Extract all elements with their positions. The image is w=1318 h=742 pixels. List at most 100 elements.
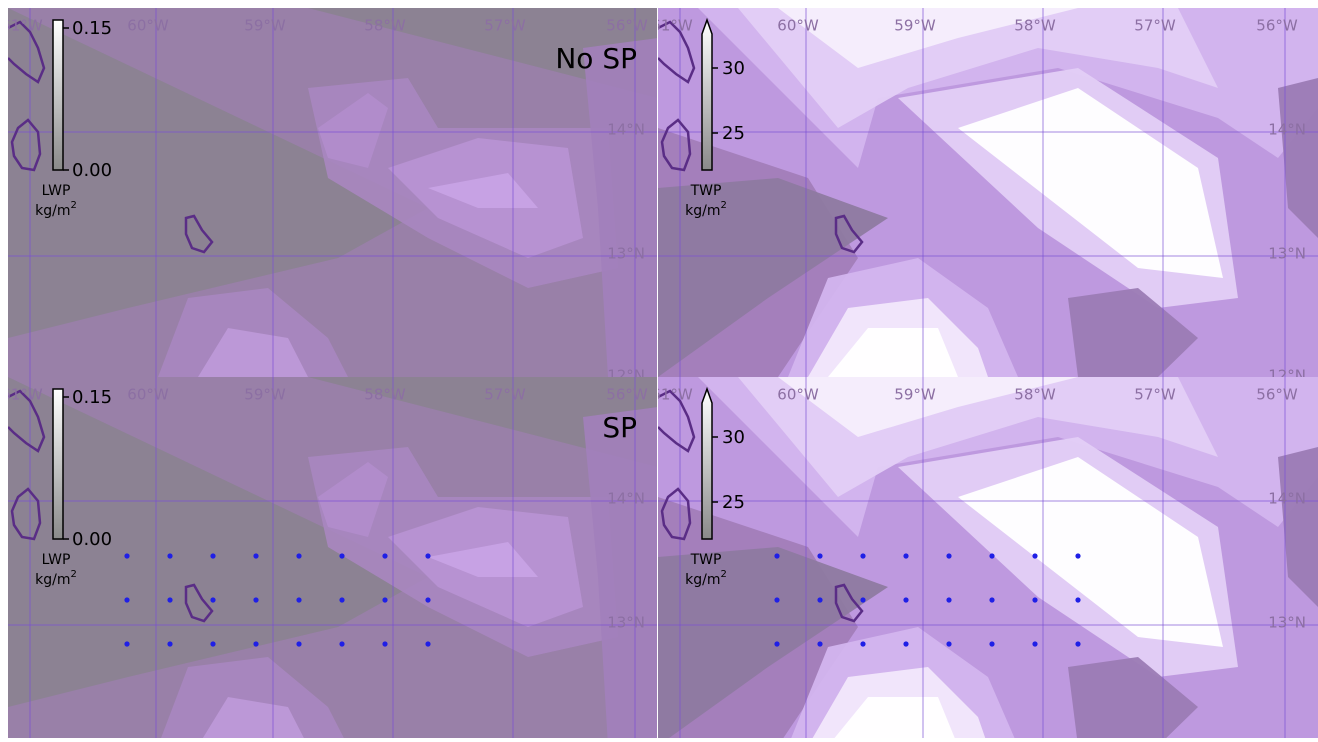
sample-point bbox=[167, 641, 173, 647]
lon-label: 59°W bbox=[894, 17, 936, 35]
sample-point bbox=[210, 553, 216, 559]
sample-point bbox=[989, 597, 995, 603]
sample-point bbox=[903, 597, 909, 603]
lon-label: 57°W bbox=[484, 17, 526, 35]
lon-label: 58°W bbox=[364, 17, 406, 35]
lat-label: 13°N bbox=[1268, 245, 1306, 263]
sample-point bbox=[339, 553, 345, 559]
contour bbox=[198, 328, 308, 377]
lon-label: 60°W bbox=[127, 17, 169, 35]
island bbox=[834, 214, 864, 254]
lat-label: 13°N bbox=[607, 614, 645, 632]
lat-label: 12°N bbox=[607, 367, 645, 385]
sample-point bbox=[210, 597, 216, 603]
sample-point bbox=[860, 641, 866, 647]
sample-point bbox=[817, 553, 823, 559]
panel-label: No SP bbox=[555, 42, 637, 75]
sample-point bbox=[774, 641, 780, 647]
sample-point bbox=[817, 641, 823, 647]
contour bbox=[658, 178, 888, 377]
sample-point bbox=[124, 553, 130, 559]
sample-point bbox=[339, 641, 345, 647]
sample-point bbox=[1075, 553, 1081, 559]
lon-label: 59°W bbox=[244, 386, 286, 404]
contour bbox=[778, 377, 1078, 437]
lon-label: 58°W bbox=[1014, 17, 1056, 35]
sample-point bbox=[860, 553, 866, 559]
island bbox=[10, 118, 42, 172]
contour bbox=[202, 697, 304, 738]
colorbar bbox=[52, 19, 64, 171]
island bbox=[658, 20, 696, 84]
colorbar-label: TWP bbox=[690, 183, 722, 199]
sample-point bbox=[253, 553, 259, 559]
unit-power: 2 bbox=[70, 200, 76, 211]
lon-label: 57°W bbox=[484, 386, 526, 404]
contour bbox=[958, 88, 1223, 278]
contour bbox=[1068, 288, 1198, 377]
contour bbox=[318, 93, 388, 168]
sample-point bbox=[296, 553, 302, 559]
sample-point bbox=[425, 641, 431, 647]
colorbar bbox=[701, 17, 713, 171]
colorbar-unit: kg/m2 bbox=[35, 569, 77, 588]
contour bbox=[1278, 78, 1318, 238]
sample-point bbox=[1032, 553, 1038, 559]
lat-label: 14°N bbox=[607, 121, 645, 139]
lon-label: 57°W bbox=[1134, 386, 1176, 404]
sample-point bbox=[124, 597, 130, 603]
sample-point bbox=[1075, 597, 1081, 603]
colorbar-tick-label: 0.15 bbox=[72, 387, 112, 408]
sample-point bbox=[903, 641, 909, 647]
lon-label: 56°W bbox=[1256, 17, 1298, 35]
island bbox=[658, 389, 696, 453]
contour bbox=[583, 407, 657, 738]
sample-point bbox=[167, 597, 173, 603]
lon-label: 60°W bbox=[777, 17, 819, 35]
island bbox=[660, 118, 692, 172]
unit-base: kg/m bbox=[35, 203, 70, 219]
colorbar bbox=[52, 388, 64, 540]
island bbox=[8, 389, 46, 453]
sample-point bbox=[989, 641, 995, 647]
island bbox=[184, 583, 214, 623]
sample-point bbox=[946, 553, 952, 559]
sample-point bbox=[124, 641, 130, 647]
sample-point bbox=[296, 641, 302, 647]
colorbar-tick-label: 30 bbox=[722, 58, 745, 79]
unit-power: 2 bbox=[720, 200, 726, 211]
contour bbox=[778, 8, 1078, 68]
lat-label: 14°N bbox=[1268, 490, 1306, 508]
sample-point bbox=[382, 597, 388, 603]
lon-label: 61°W bbox=[1, 17, 43, 35]
lon-label: 59°W bbox=[244, 17, 286, 35]
lon-label: 60°W bbox=[127, 386, 169, 404]
sample-point bbox=[946, 641, 952, 647]
sample-point bbox=[296, 597, 302, 603]
sample-point bbox=[382, 641, 388, 647]
sample-point bbox=[817, 597, 823, 603]
lon-label: 60°W bbox=[777, 386, 819, 404]
unit-base: kg/m bbox=[685, 572, 720, 588]
sample-point bbox=[774, 597, 780, 603]
contour bbox=[161, 657, 344, 738]
colorbar-unit: kg/m2 bbox=[685, 200, 727, 219]
sample-point bbox=[1075, 641, 1081, 647]
colorbar-tick-label: 30 bbox=[722, 427, 745, 448]
island bbox=[184, 214, 214, 254]
lat-label: 12°N bbox=[1268, 736, 1306, 739]
sample-point bbox=[253, 597, 259, 603]
sample-point bbox=[1032, 597, 1038, 603]
lon-label: 59°W bbox=[894, 386, 936, 404]
lon-label: 58°W bbox=[1014, 386, 1056, 404]
colorbar-tick-label: 25 bbox=[722, 123, 745, 144]
contour bbox=[583, 38, 657, 377]
colorbar-tick-label: 25 bbox=[722, 492, 745, 513]
sample-point bbox=[167, 553, 173, 559]
sample-point bbox=[210, 641, 216, 647]
